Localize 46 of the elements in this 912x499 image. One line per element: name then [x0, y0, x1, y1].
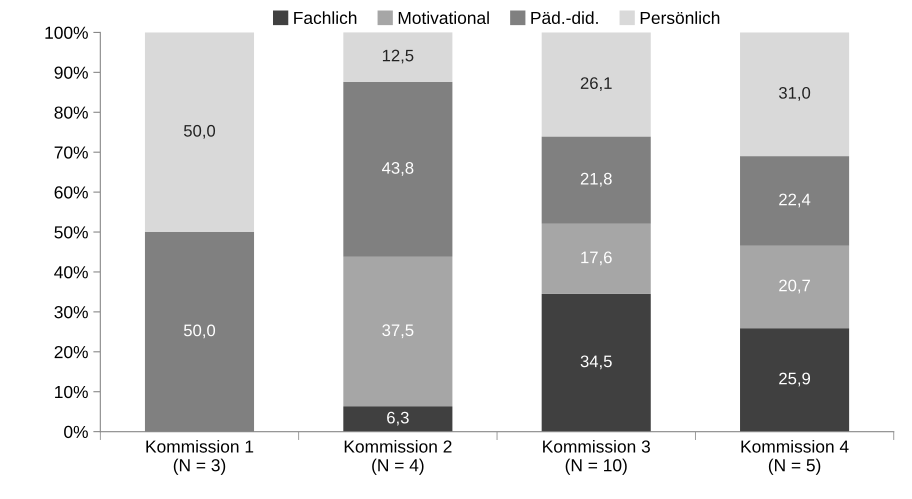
- data-label: 12,5: [382, 50, 414, 64]
- bar: [542, 224, 651, 294]
- bar: [740, 32, 850, 156]
- data-label: 17,6: [581, 251, 612, 266]
- data-label: 43,8: [382, 162, 414, 176]
- bar: [740, 328, 850, 432]
- data-label: 50,0: [184, 324, 216, 338]
- legend-label: Motivational: [398, 11, 489, 24]
- data-label: 20,7: [779, 280, 810, 294]
- x-tick-label: Kommission 2 (N = 4): [344, 440, 452, 475]
- x-tick-label: Kommission 3 (N = 10): [543, 440, 650, 475]
- data-label: 6,3: [387, 412, 409, 426]
- legend-label: Persönlich: [640, 11, 720, 24]
- data-label: 25,9: [779, 372, 810, 386]
- legend-label: Fachlich: [294, 11, 356, 24]
- bar: [740, 246, 850, 328]
- y-tick-label: 50%: [54, 226, 88, 238]
- data-label: 22,4: [779, 194, 810, 208]
- y-tick-label: 30%: [54, 306, 88, 318]
- bar: [740, 156, 850, 246]
- bar: [542, 294, 651, 432]
- y-tick-label: 20%: [54, 346, 88, 358]
- bar: [343, 82, 452, 257]
- data-label: 26,1: [580, 77, 612, 91]
- data-label: 37,5: [382, 324, 414, 338]
- y-tick-label: 0%: [64, 426, 88, 438]
- bar: [542, 136, 651, 224]
- data-label: 21,8: [580, 172, 612, 187]
- bar: [343, 32, 452, 82]
- bar: [144, 32, 254, 232]
- legend-label: Päd.-did.: [531, 11, 598, 24]
- x-tick-label: Kommission 1 (N = 3): [146, 440, 254, 475]
- data-label: 34,5: [580, 355, 612, 370]
- data-label: 31,0: [779, 86, 810, 101]
- bar: [343, 406, 452, 432]
- y-tick-label: 40%: [54, 266, 88, 278]
- y-tick-label: 10%: [55, 386, 88, 398]
- y-tick-label: 70%: [54, 146, 88, 159]
- y-tick-label: 100%: [45, 26, 88, 39]
- y-tick-label: 80%: [54, 106, 88, 119]
- y-tick-label: 90%: [54, 66, 88, 79]
- bar: [542, 32, 651, 137]
- bar: [343, 256, 452, 406]
- x-tick-label: Kommission 4 (N = 5): [741, 440, 849, 475]
- y-tick-label: 60%: [54, 186, 88, 199]
- data-label: 50,0: [184, 124, 216, 139]
